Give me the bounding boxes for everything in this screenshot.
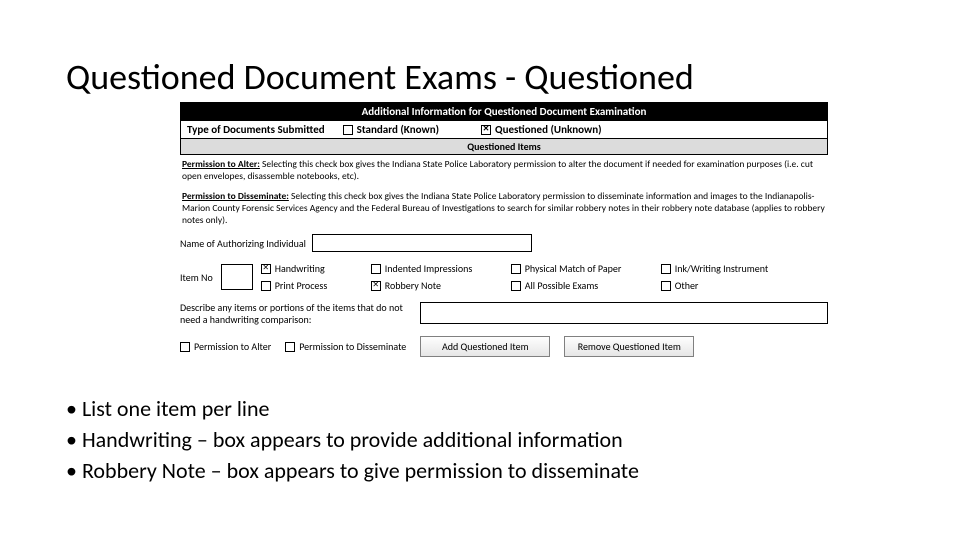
permission-disseminate-checkbox[interactable]: Permission to Disseminate xyxy=(285,340,406,353)
add-questioned-item-button[interactable]: Add Questioned Item xyxy=(420,336,550,357)
questioned-items-header: Questioned Items xyxy=(180,139,828,155)
doc-type-label: Type of Documents Submitted xyxy=(181,121,331,138)
describe-row: Describe any items or portions of the it… xyxy=(180,302,828,326)
cb-print[interactable]: Print Process xyxy=(261,279,371,292)
doc-type-questioned-label: Questioned (Unknown) xyxy=(495,123,602,136)
item-no-input[interactable] xyxy=(221,264,253,290)
checkbox-standard[interactable] xyxy=(343,125,353,135)
checkbox-icon[interactable] xyxy=(261,264,271,274)
describe-label: Describe any items or portions of the it… xyxy=(180,302,412,326)
checkbox-icon[interactable] xyxy=(371,281,381,291)
checkbox-icon[interactable] xyxy=(661,264,671,274)
cb-label: Ink/Writing Instrument xyxy=(675,262,769,275)
checkbox-icon[interactable] xyxy=(371,264,381,274)
cb-label: Print Process xyxy=(275,279,328,292)
permission-alter-cb-label: Permission to Alter xyxy=(194,340,271,353)
authorizing-name-label: Name of Authorizing Individual xyxy=(180,237,306,250)
permission-alter-text: Permission to Alter: Selecting this chec… xyxy=(182,159,826,183)
checkbox-questioned[interactable] xyxy=(481,125,491,135)
permission-alter-body: Selecting this check box gives the India… xyxy=(182,158,813,182)
cb-label: Indented Impressions xyxy=(385,262,473,275)
checkbox-icon[interactable] xyxy=(661,281,671,291)
bullet-item: List one item per line xyxy=(66,395,639,422)
remove-questioned-item-button[interactable]: Remove Questioned Item xyxy=(564,336,694,357)
cb-other[interactable]: Other xyxy=(661,279,801,292)
cb-allexams[interactable]: All Possible Exams xyxy=(511,279,661,292)
checkbox-icon[interactable] xyxy=(511,264,521,274)
checkbox-icon[interactable] xyxy=(511,281,521,291)
doc-type-standard[interactable]: Standard (Known) xyxy=(343,123,439,136)
cb-label: Robbery Note xyxy=(385,279,441,292)
form-panel: Additional Information for Questioned Do… xyxy=(180,102,828,357)
cb-label: All Possible Exams xyxy=(525,279,599,292)
cb-label: Handwriting xyxy=(275,262,325,275)
cb-indented[interactable]: Indented Impressions xyxy=(371,262,511,275)
permission-disseminate-cb-label: Permission to Disseminate xyxy=(299,340,406,353)
form-banner: Additional Information for Questioned Do… xyxy=(180,102,828,121)
exam-checkbox-grid: Handwriting Indented Impressions Physica… xyxy=(261,262,801,292)
bullet-item: Handwriting – box appears to provide add… xyxy=(66,426,639,453)
doc-type-standard-label: Standard (Known) xyxy=(357,123,439,136)
cb-robbery[interactable]: Robbery Note xyxy=(371,279,511,292)
doc-type-questioned[interactable]: Questioned (Unknown) xyxy=(481,123,602,136)
permission-row: Permission to Alter Permission to Dissem… xyxy=(180,336,828,357)
cb-label: Physical Match of Paper xyxy=(525,262,622,275)
item-no-label: Item No xyxy=(180,271,213,284)
slide-title: Questioned Document Exams - Questioned xyxy=(66,55,694,99)
explain-section: Permission to Alter: Selecting this chec… xyxy=(180,155,828,226)
permission-disseminate-lead: Permission to Disseminate: xyxy=(182,190,289,202)
item-row: Item No Handwriting Indented Impressions… xyxy=(180,262,828,292)
doc-type-row: Type of Documents Submitted Standard (Kn… xyxy=(180,121,828,139)
permission-alter-checkbox[interactable]: Permission to Alter xyxy=(180,340,271,353)
cb-handwriting[interactable]: Handwriting xyxy=(261,262,371,275)
slide-bullets: List one item per line Handwriting – box… xyxy=(66,395,639,488)
describe-input[interactable] xyxy=(420,302,828,324)
permission-disseminate-text: Permission to Disseminate: Selecting thi… xyxy=(182,191,826,227)
bullet-item: Robbery Note – box appears to give permi… xyxy=(66,457,639,484)
authorizing-name-input[interactable] xyxy=(312,234,532,252)
cb-ink[interactable]: Ink/Writing Instrument xyxy=(661,262,801,275)
checkbox-icon[interactable] xyxy=(261,281,271,291)
authorizing-name-row: Name of Authorizing Individual xyxy=(180,234,828,252)
permission-alter-lead: Permission to Alter: xyxy=(182,158,260,170)
cb-label: Other xyxy=(675,279,699,292)
checkbox-icon[interactable] xyxy=(285,342,295,352)
cb-physical-match[interactable]: Physical Match of Paper xyxy=(511,262,661,275)
checkbox-icon[interactable] xyxy=(180,342,190,352)
